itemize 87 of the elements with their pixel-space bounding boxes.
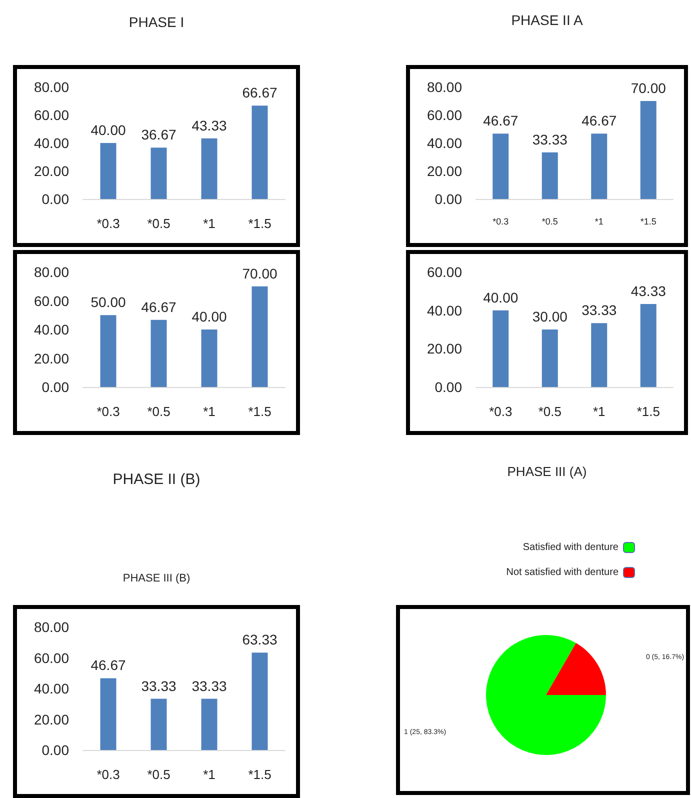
bar (201, 330, 218, 387)
data-label: 40.00 (483, 289, 518, 306)
y-tick-label: 20.00 (34, 350, 70, 366)
data-label: 46.67 (90, 657, 126, 674)
y-tick-label: 20.00 (34, 711, 70, 728)
data-label: 33.33 (532, 131, 568, 148)
chart-title: PHASE II A (511, 12, 584, 28)
data-label: 33.33 (582, 302, 617, 318)
x-tick-label: *1.5 (636, 404, 660, 419)
data-label: 33.33 (141, 678, 176, 694)
y-tick-label: 80.00 (426, 79, 462, 95)
bar (252, 286, 268, 387)
data-label: 46.67 (483, 112, 518, 129)
x-tick-label: *1.5 (248, 404, 272, 419)
data-label: 36.67 (141, 126, 176, 143)
y-tick-label: 60.00 (34, 292, 70, 309)
y-tick-label: 80.00 (34, 79, 70, 95)
data-label: 46.67 (141, 298, 176, 315)
x-tick-label: *0.5 (147, 767, 170, 782)
y-tick-label: 0.00 (42, 742, 70, 758)
y-tick-label: 60.00 (34, 107, 70, 123)
x-tick-label: *1 (592, 404, 606, 419)
x-tick-label: *0.3 (96, 404, 120, 419)
data-label: 30.00 (532, 308, 568, 324)
y-tick-label: 40.00 (34, 135, 70, 151)
bar (492, 134, 509, 199)
data-label: 63.33 (242, 632, 278, 648)
data-label: 70.00 (242, 265, 278, 282)
legend-label: Not satisfied with denture (506, 567, 619, 578)
x-tick-label: *0.3 (96, 767, 120, 782)
bar (201, 698, 218, 750)
x-tick-label: *0.3 (489, 404, 512, 419)
x-tick-label: *0.5 (538, 404, 562, 419)
x-tick-label: *1 (594, 216, 604, 226)
x-tick-label: *1.5 (640, 216, 656, 226)
x-tick-label: *0.3 (96, 216, 120, 231)
y-tick-label: 20.00 (34, 163, 70, 179)
y-tick-label: 60.00 (34, 650, 70, 666)
x-tick-label: *1 (203, 216, 216, 231)
data-label: 33.33 (192, 678, 227, 694)
x-tick-label: *0.5 (542, 216, 558, 226)
y-tick-label: 0.00 (434, 191, 462, 207)
bar (542, 152, 558, 199)
bar (100, 315, 116, 387)
x-tick-label: *0.3 (492, 216, 509, 226)
bar (591, 134, 608, 199)
x-tick-label: *1 (203, 767, 216, 782)
y-tick-label: 60.00 (426, 264, 462, 280)
bar (150, 148, 167, 199)
x-tick-label: *0.5 (147, 216, 170, 231)
y-tick-label: 0.00 (42, 379, 70, 395)
data-label: 66.67 (242, 84, 278, 101)
y-tick-label: 20.00 (426, 163, 462, 179)
y-tick-label: 40.00 (34, 322, 70, 338)
bar (252, 652, 268, 750)
y-tick-label: 40.00 (426, 302, 462, 318)
x-tick-label: *1 (203, 404, 216, 419)
bar (100, 143, 116, 199)
x-tick-label: *0.5 (147, 404, 170, 419)
bar (100, 678, 116, 750)
data-label: 50.00 (90, 294, 126, 310)
y-tick-label: 40.00 (426, 135, 462, 151)
bar (201, 138, 218, 199)
data-label: 43.33 (630, 282, 666, 299)
chart-title: PHASE III (B) (122, 572, 190, 584)
text: PHASE II (B) (112, 471, 200, 488)
data-label: 70.00 (630, 80, 666, 96)
bar (640, 101, 656, 199)
bar (150, 320, 167, 387)
text: PHASE III (A) (507, 464, 587, 479)
data-label: 40.00 (192, 308, 227, 324)
bar (252, 106, 268, 199)
y-tick-label: 0.00 (434, 379, 462, 395)
y-tick-label: 80.00 (34, 619, 70, 635)
y-tick-label: 80.00 (34, 264, 70, 280)
y-tick-label: 20.00 (426, 340, 462, 357)
x-tick-label: *1.5 (248, 767, 272, 782)
bar (150, 698, 167, 750)
legend-label: Satisfied with denture (522, 542, 619, 553)
y-tick-label: 0.00 (42, 191, 70, 207)
y-tick-label: 40.00 (34, 680, 70, 696)
data-label: 40.00 (90, 122, 126, 138)
data-label: 43.33 (192, 117, 227, 134)
y-tick-label: 60.00 (426, 107, 462, 123)
x-tick-label: *1.5 (248, 216, 272, 231)
data-label: 46.67 (582, 112, 617, 129)
chart-title: PHASE I (128, 14, 184, 30)
